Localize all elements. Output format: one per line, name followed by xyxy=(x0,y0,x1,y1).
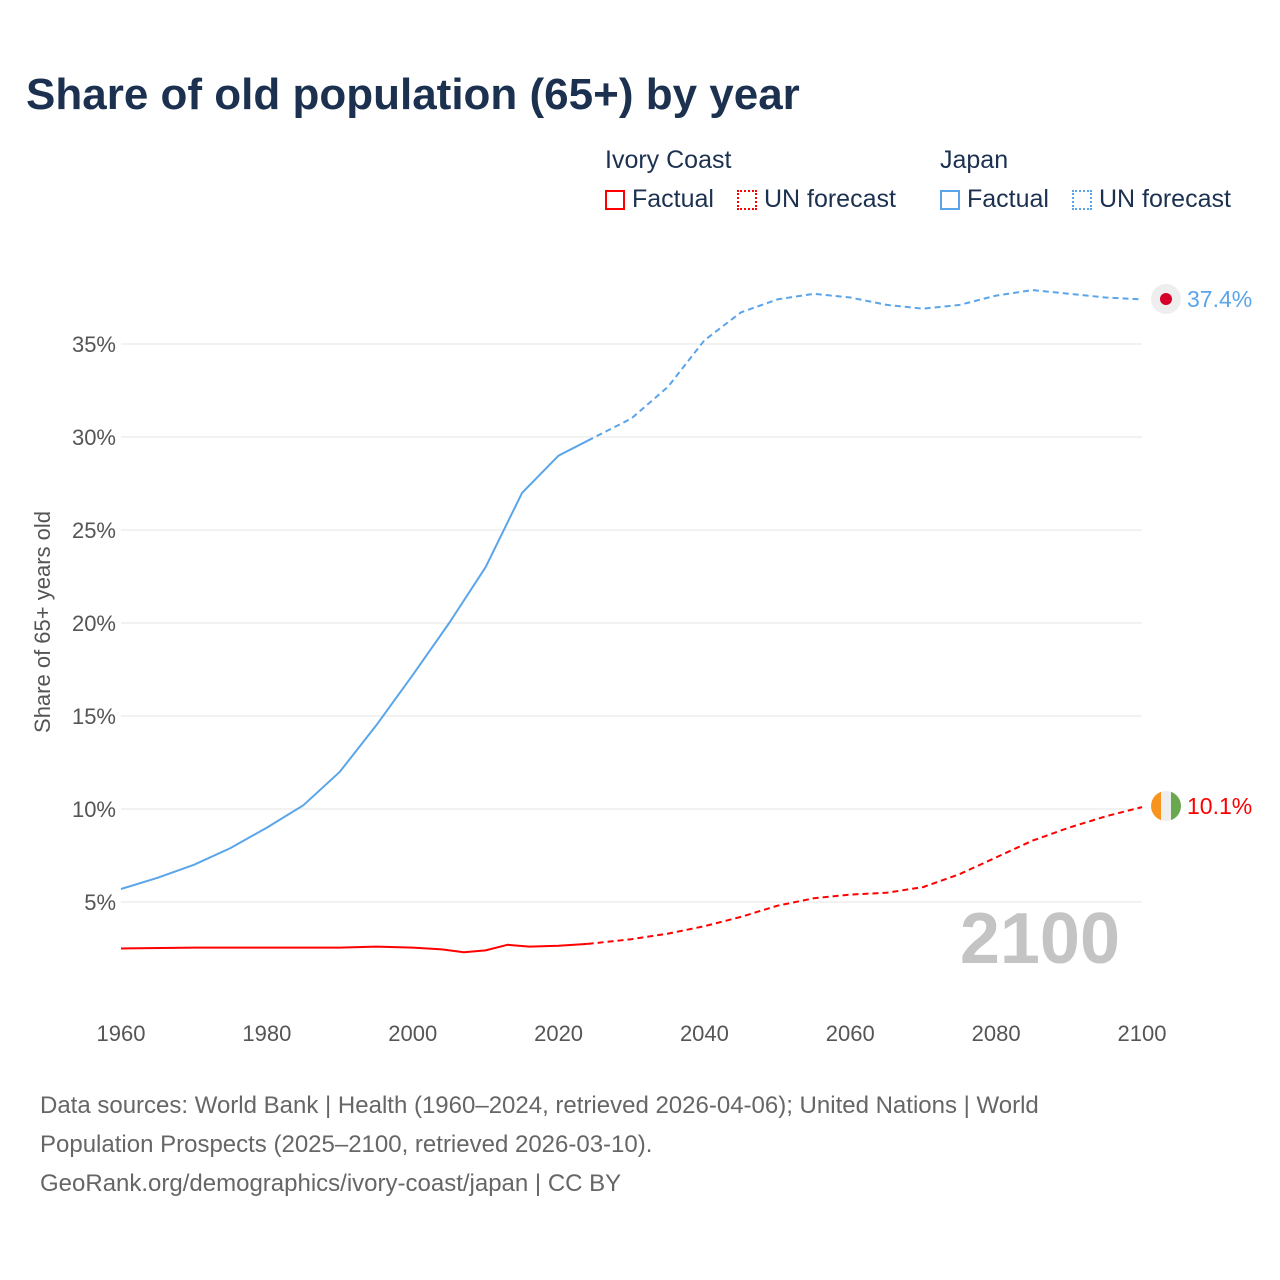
x-tick-label: 1980 xyxy=(242,1021,291,1046)
japan-end-label: 37.4% xyxy=(1187,286,1252,312)
y-tick-label: 35% xyxy=(72,332,116,357)
legend-group-ivory-coast: Ivory Coast Factual UN forecast xyxy=(605,145,912,217)
x-tick-label: 2080 xyxy=(972,1021,1021,1046)
source-note: Population Prospects (2025–2100, retriev… xyxy=(40,1131,653,1158)
japan-factual-line xyxy=(120,439,589,890)
x-tick-label: 2100 xyxy=(1118,1021,1167,1046)
year-watermark: 2100 xyxy=(960,899,1120,979)
dotted-swatch-icon xyxy=(1071,189,1092,210)
x-tick-label: 2040 xyxy=(680,1021,729,1046)
solid-swatch-icon xyxy=(940,189,960,210)
x-tick-label: 2000 xyxy=(388,1021,437,1046)
solid-swatch-icon xyxy=(605,189,625,210)
y-tick-label: 30% xyxy=(72,425,116,450)
legend-ivory-coast-factual[interactable]: Factual xyxy=(605,185,714,214)
y-tick-label: 20% xyxy=(72,611,116,636)
legend-label: Factual xyxy=(967,185,1049,213)
ivory-coast-flag-icon xyxy=(1151,791,1181,821)
legend-label: UN forecast xyxy=(1098,185,1231,213)
ivory-coast-end-label: 10.1% xyxy=(1187,793,1252,819)
japan-flag-icon xyxy=(1151,284,1181,314)
footer: Data sources: World Bank | Health (1960–… xyxy=(40,1086,1240,1203)
y-axis-label: Share of 65+ years old xyxy=(30,511,55,733)
y-tick-label: 25% xyxy=(72,518,116,543)
chart-title: Share of old population (65+) by year xyxy=(26,70,800,119)
x-tick-label: 1960 xyxy=(97,1021,146,1046)
y-tick-label: 5% xyxy=(84,890,116,915)
ivory-coast-factual-line xyxy=(120,942,588,954)
attribution-link[interactable]: GeoRank.org/demographics/ivory-coast/jap… xyxy=(40,1170,622,1197)
y-tick-label: 10% xyxy=(72,797,116,822)
x-tick-label: 2020 xyxy=(534,1021,583,1046)
legend-group-name: Japan xyxy=(940,146,1009,174)
legend-label: Factual xyxy=(632,185,714,213)
legend-japan-forecast[interactable]: UN forecast xyxy=(1071,185,1231,214)
legend-label: UN forecast xyxy=(763,185,896,213)
legend-ivory-coast-forecast[interactable]: UN forecast xyxy=(736,185,896,214)
source-note: Data sources: World Bank | Health (1960–… xyxy=(40,1092,1039,1119)
legend-group-japan: Japan Factual UN forecast xyxy=(940,145,1247,217)
legend-japan-factual[interactable]: Factual xyxy=(940,185,1049,214)
y-tick-label: 15% xyxy=(72,704,116,729)
legend-group-name: Ivory Coast xyxy=(605,146,732,174)
dotted-swatch-icon xyxy=(736,189,757,210)
japan-forecast-line xyxy=(587,289,1143,442)
x-tick-label: 2060 xyxy=(826,1021,875,1046)
